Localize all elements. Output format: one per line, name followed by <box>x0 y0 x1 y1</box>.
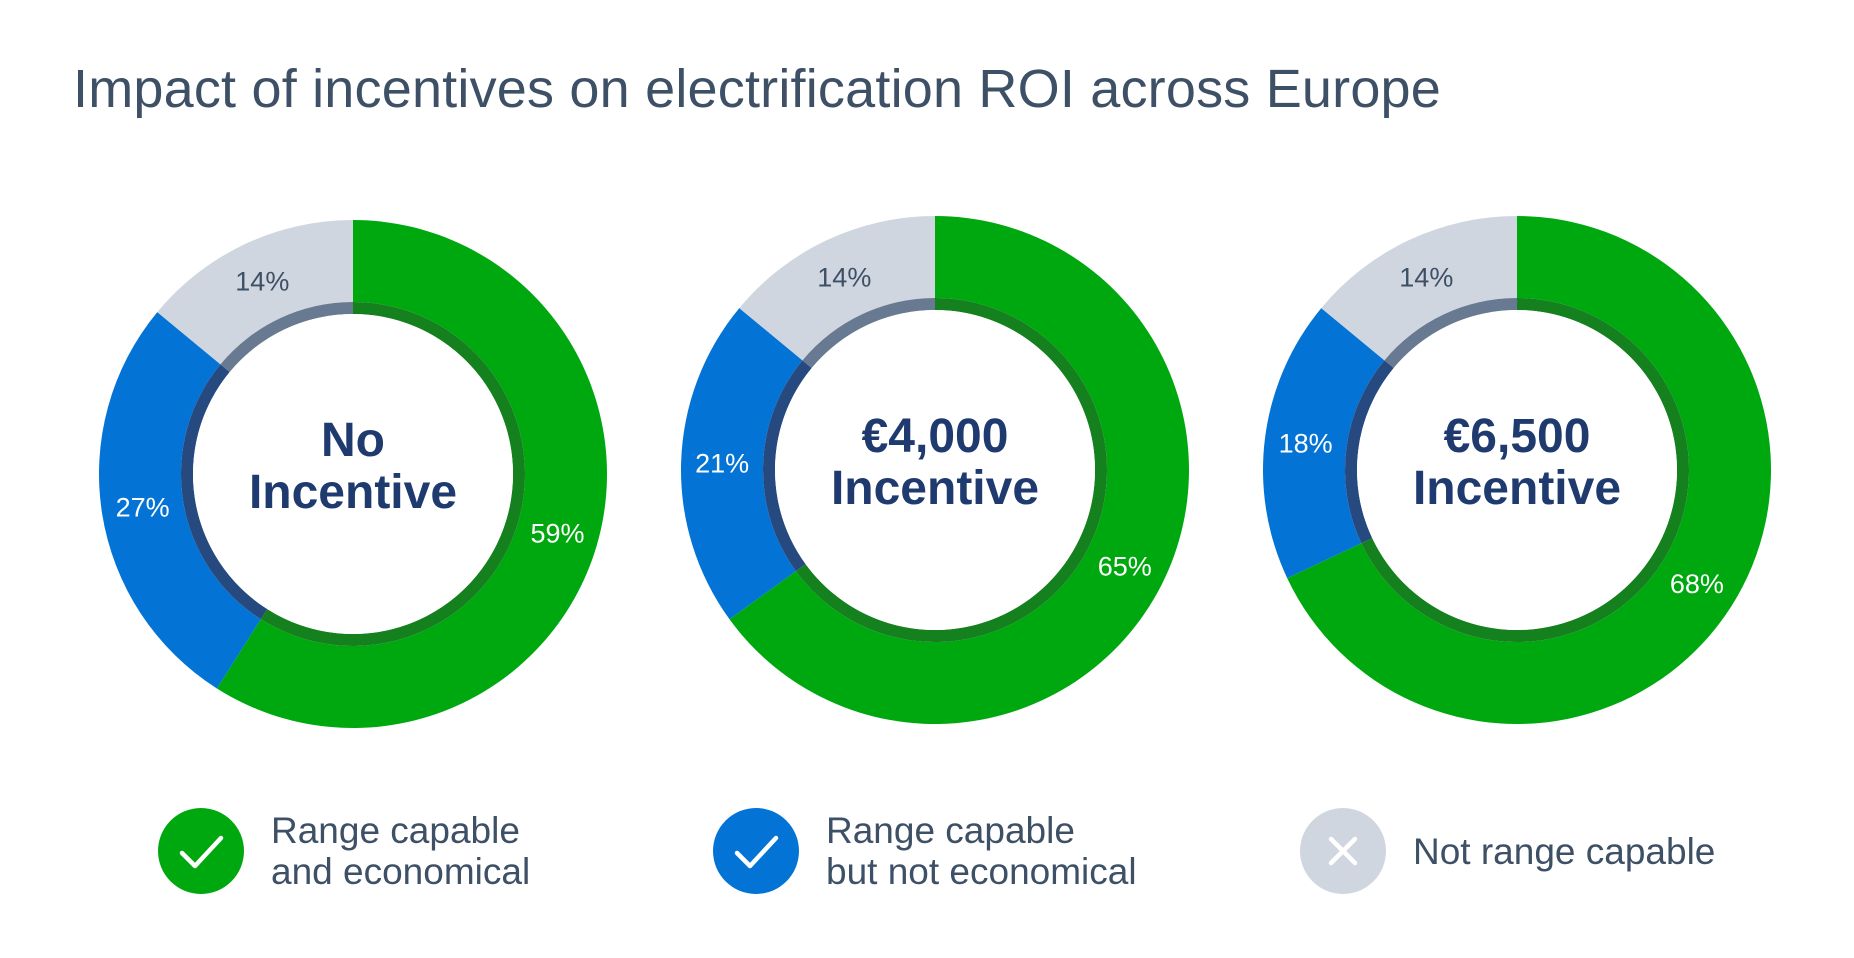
legend-item-capable-economical: Range capable and economical <box>158 808 530 894</box>
legend-label: Range capable and economical <box>271 810 531 892</box>
inner-ring-not-capable <box>1384 298 1517 369</box>
center-label: Incentive <box>831 462 1039 515</box>
check-icon <box>179 835 224 869</box>
slice-label: 59% <box>531 518 585 548</box>
donut-charts: 59%27%14%NoIncentive65%21%14%€4,000Incen… <box>98 215 1771 728</box>
inner-ring-capable-not-economical <box>763 360 812 572</box>
inner-ring-not-capable <box>220 302 353 373</box>
center-label: €6,500 <box>1444 410 1591 463</box>
donut-hole <box>193 314 513 634</box>
inner-ring-capable-not-economical <box>1345 360 1394 544</box>
legend-swatch-blue <box>713 808 799 894</box>
legend-label: Not range capable <box>1413 830 1716 872</box>
inner-ring-not-capable <box>802 298 935 369</box>
slice-capable-economical <box>1287 216 1771 725</box>
slice-not-capable <box>739 215 935 361</box>
check-icon <box>734 835 779 869</box>
slice-not-capable <box>1321 216 1517 361</box>
legend-item-not-capable: Not range capable <box>1300 808 1715 894</box>
slice-label: 18% <box>1279 428 1333 458</box>
slice-label: 27% <box>116 492 170 522</box>
slice-label: 65% <box>1098 552 1152 582</box>
slice-label: 14% <box>235 266 289 296</box>
center-label: No <box>321 414 385 467</box>
chart-title: Impact of incentives on electrification … <box>73 59 1442 119</box>
slice-label: 21% <box>695 448 749 478</box>
slice-capable-not-economical <box>681 308 803 620</box>
center-label: Incentive <box>249 466 457 519</box>
legend-item-capable-not-economical: Range capable but not economical <box>713 808 1137 894</box>
center-label: €4,000 <box>862 410 1009 463</box>
slice-label: 68% <box>1670 569 1724 599</box>
slice-capable-not-economical <box>1263 308 1385 579</box>
slice-capable-economical <box>216 220 607 728</box>
slice-not-capable <box>157 219 353 365</box>
slice-label: 14% <box>1399 262 1453 292</box>
inner-ring-capable-not-economical <box>181 364 268 620</box>
donut-hole <box>1357 310 1677 630</box>
center-label: Incentive <box>1413 462 1621 515</box>
legend-label: Range capable but not economical <box>826 810 1137 892</box>
x-icon <box>1328 836 1358 866</box>
legend-swatch-green <box>158 808 244 894</box>
slice-label: 14% <box>817 262 871 292</box>
legend-swatch-gray <box>1300 808 1386 894</box>
slice-capable-not-economical <box>98 312 261 689</box>
donut-hole <box>775 310 1095 630</box>
slice-capable-economical <box>729 216 1189 725</box>
